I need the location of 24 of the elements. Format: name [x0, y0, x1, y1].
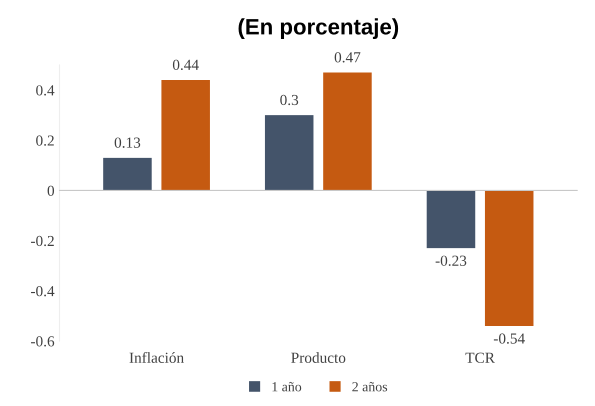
- bar: [484, 190, 534, 326]
- bar: [103, 158, 152, 190]
- data-label: 0.47: [334, 52, 360, 63]
- data-label: 0.44: [172, 60, 199, 70]
- x-tick-label: TCR: [466, 352, 495, 363]
- y-tick-label: 0: [48, 186, 54, 196]
- data-label: -0.23: [436, 256, 466, 266]
- legend-label: 1 año: [272, 382, 302, 392]
- y-tick-label: -0.4: [31, 286, 54, 296]
- bar: [323, 72, 372, 190]
- y-tick-label: -0.6: [31, 336, 54, 347]
- legend-label: 2 años: [352, 382, 388, 392]
- chart-title: (En porcentaje): [238, 18, 398, 40]
- x-tick-label: Producto: [291, 352, 346, 363]
- data-label: 0.13: [114, 137, 140, 148]
- bar: [426, 190, 476, 248]
- bar: [264, 115, 314, 190]
- data-label: -0.54: [494, 333, 525, 344]
- bar: [161, 80, 210, 190]
- y-tick-label: 0.2: [36, 135, 54, 146]
- y-tick-label: -0.2: [31, 236, 54, 246]
- x-tick-label: Inflación: [130, 352, 184, 363]
- y-tick-label: 0.4: [36, 85, 54, 96]
- data-label: 0.3: [280, 94, 298, 106]
